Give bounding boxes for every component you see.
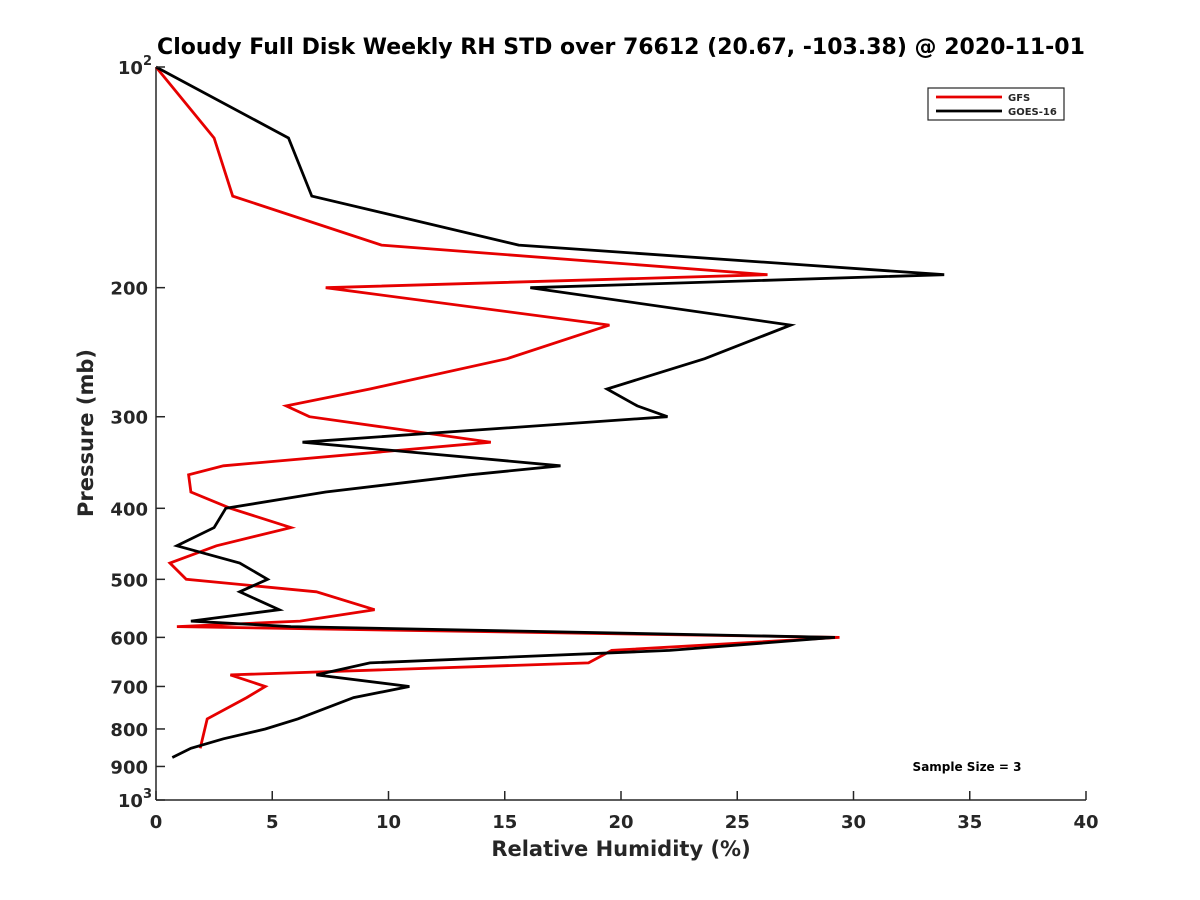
- x-tick-label: 35: [957, 812, 982, 833]
- y-tick-label: 103: [118, 787, 152, 812]
- x-tick-label: 5: [266, 812, 279, 833]
- legend-label: GFS: [1008, 93, 1030, 104]
- y-tick-label: 800: [110, 720, 148, 741]
- chart-title: Cloudy Full Disk Weekly RH STD over 7661…: [157, 35, 1085, 60]
- y-tick-label: 600: [110, 628, 148, 649]
- x-axis-label: Relative Humidity (%): [491, 837, 750, 861]
- x-ticks: 0 5 10 15 20 25 30 35 40: [150, 791, 1099, 833]
- y-tick-label: 300: [110, 408, 148, 429]
- y-tick-label: 500: [110, 570, 148, 591]
- x-tick-label: 15: [492, 812, 517, 833]
- x-tick-label: 20: [608, 812, 633, 833]
- series-line-gfs: [154, 66, 840, 749]
- y-tick-label: 102: [118, 54, 152, 79]
- axes: [155, 67, 1086, 801]
- y-tick-label: 900: [110, 757, 148, 778]
- x-tick-label: 40: [1073, 812, 1098, 833]
- series-layer: [154, 65, 945, 759]
- sample-size-annotation: Sample Size = 3: [913, 760, 1022, 774]
- x-tick-label: 10: [376, 812, 401, 833]
- y-ticks: 102 200 300 400 500 600 700 800 900 103: [110, 54, 165, 812]
- legend-box: [927, 87, 1065, 121]
- x-tick-label: 0: [150, 812, 163, 833]
- y-tick-label: 400: [110, 499, 148, 520]
- y-tick-label: 700: [110, 677, 148, 698]
- series-line-goes-16: [155, 65, 945, 759]
- x-tick-label: 25: [725, 812, 750, 833]
- y-tick-label: 200: [110, 279, 148, 300]
- legend-label: GOES-16: [1008, 107, 1057, 118]
- x-tick-label: 30: [841, 812, 866, 833]
- y-axis-label: Pressure (mb): [74, 349, 98, 517]
- legend: GFS GOES-16: [927, 87, 1065, 121]
